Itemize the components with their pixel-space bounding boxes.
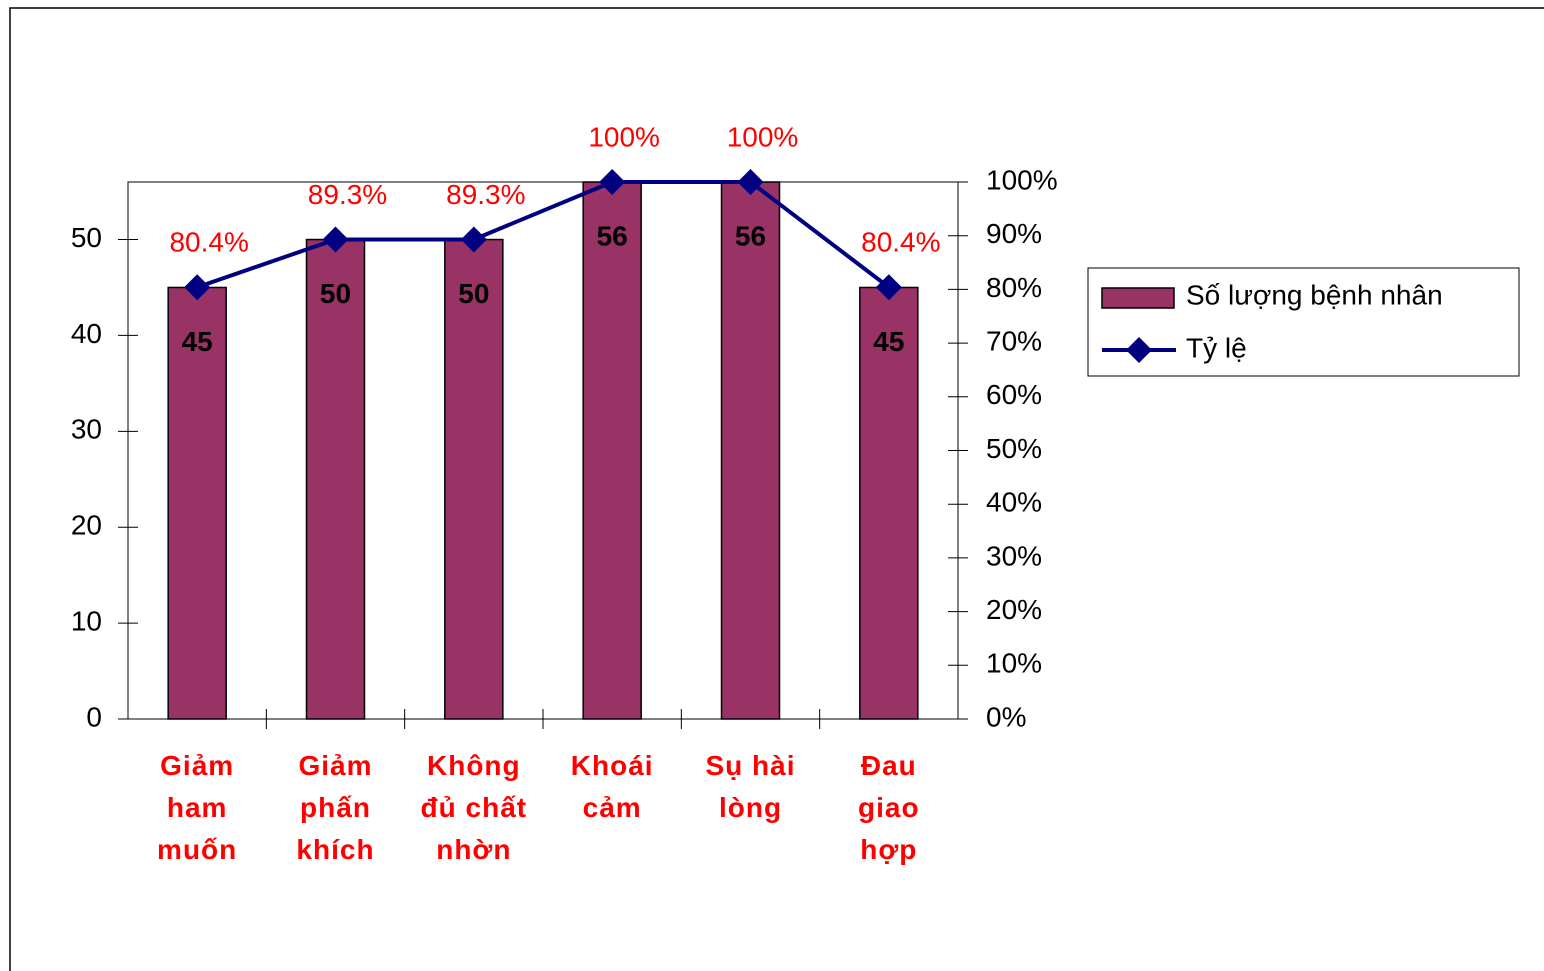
bar-value-label: 45 (873, 326, 904, 357)
bar (305, 238, 366, 720)
y-tick-label: 50 (71, 222, 102, 253)
bar (167, 286, 227, 720)
line-value-label: 80.4% (169, 227, 248, 258)
x-tick-label: Giảm ham muốn (157, 750, 237, 865)
bar (582, 181, 642, 720)
y2-tick-label: 40% (986, 487, 1042, 518)
y2-tick-label: 90% (986, 218, 1042, 249)
y2-tick-label: 70% (986, 325, 1042, 356)
y2-tick-label: 0% (986, 701, 1026, 732)
line-marker (875, 274, 902, 301)
y2-tick-label: 80% (986, 272, 1042, 303)
x-tick-label: Không đủ chất nhờn (421, 750, 528, 865)
x-tick-label: Giảm phấn khích (296, 750, 374, 865)
line-value-label: 100% (588, 121, 660, 152)
bar (859, 286, 919, 720)
bar-value-label: 50 (458, 278, 489, 309)
legend-box (1087, 267, 1520, 377)
x-tick-label: Đau giao hợp (858, 750, 920, 865)
y2-tick-label: 100% (986, 164, 1058, 195)
x-tick-label: Sụ hài lòng (705, 750, 795, 823)
line-marker (460, 226, 487, 253)
legend-swatch-marker (1126, 337, 1152, 363)
plot-area (127, 181, 959, 720)
line-value-label: 80.4% (861, 227, 940, 258)
legend-label: Số lượng bệnh nhân (1186, 279, 1443, 310)
bar-value-label: 50 (320, 278, 351, 309)
bar (720, 181, 781, 720)
y-tick-label: 20 (71, 510, 102, 541)
line-marker (184, 274, 211, 301)
bar-value-label: 56 (735, 220, 766, 251)
y2-tick-label: 60% (986, 379, 1042, 410)
y-tick-label: 0 (86, 701, 102, 732)
line-marker (599, 169, 626, 195)
y2-tick-label: 30% (986, 540, 1042, 571)
line (196, 180, 891, 290)
bar (444, 238, 504, 720)
y2-tick-label: 50% (986, 433, 1042, 464)
x-tick-label: Khoái cảm (571, 750, 654, 823)
y2-tick-label: 10% (986, 648, 1042, 679)
y-tick-label: 30 (71, 414, 102, 445)
bar-value-label: 45 (182, 326, 213, 357)
bar-value-label: 56 (597, 220, 628, 251)
line-marker (737, 169, 764, 195)
frame (9, 7, 1544, 971)
y-tick-label: 10 (71, 605, 102, 636)
line-value-label: 100% (727, 121, 799, 152)
y2-tick-label: 20% (986, 594, 1042, 625)
line-marker (322, 226, 349, 253)
line-value-label: 89.3% (308, 179, 387, 210)
y-tick-label: 40 (71, 318, 102, 349)
legend-swatch (1101, 287, 1175, 309)
legend-label: Tỷ lệ (1186, 332, 1247, 363)
line-value-label: 89.3% (446, 179, 525, 210)
